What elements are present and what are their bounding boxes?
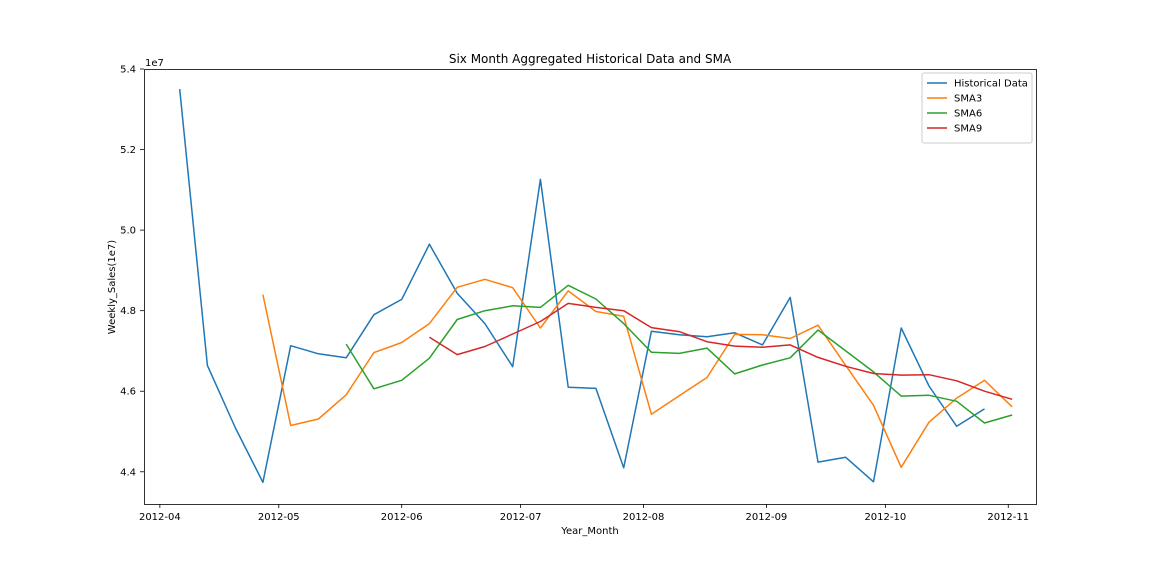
x-tick-label: 2012-07 bbox=[500, 512, 542, 523]
legend-label: Historical Data bbox=[954, 79, 1028, 90]
y-axis-label: Weekly_Sales(1e7) bbox=[107, 240, 118, 334]
legend-label: SMA6 bbox=[954, 109, 982, 120]
series-line-sma3 bbox=[262, 278, 1013, 469]
legend: Historical Data SMA3 SMA6 SMA9 bbox=[921, 72, 1033, 144]
legend-label: SMA3 bbox=[954, 94, 982, 105]
chart-title: Six Month Aggregated Historical Data and… bbox=[449, 52, 732, 66]
x-tick-label: 2012-09 bbox=[746, 512, 788, 523]
x-tick-label: 2012-10 bbox=[864, 512, 906, 523]
legend-box bbox=[921, 72, 1033, 144]
plot-area bbox=[144, 69, 1037, 505]
y-tick-label: 4.4 bbox=[120, 467, 136, 478]
y-tick-label: 5.0 bbox=[120, 226, 136, 237]
y-tick-label: 5.4 bbox=[120, 65, 136, 76]
y-tick-label: 4.8 bbox=[120, 306, 136, 317]
series-line-sma6 bbox=[345, 284, 1013, 424]
x-tick-label: 2012-08 bbox=[623, 512, 665, 523]
legend-label: SMA9 bbox=[954, 124, 982, 135]
series-line-historical-data bbox=[178, 89, 985, 484]
x-tick-label: 2012-11 bbox=[987, 512, 1029, 523]
y-offset-label: 1e7 bbox=[145, 58, 164, 69]
x-tick-label: 2012-05 bbox=[258, 512, 300, 523]
x-tick-label: 2012-04 bbox=[139, 512, 181, 523]
y-tick-label: 5.2 bbox=[120, 145, 136, 156]
x-axis-label: Year_Month bbox=[560, 526, 619, 537]
y-tick-label: 4.6 bbox=[120, 387, 136, 398]
series-line-sma9 bbox=[429, 302, 1013, 401]
x-tick-label: 2012-06 bbox=[381, 512, 423, 523]
